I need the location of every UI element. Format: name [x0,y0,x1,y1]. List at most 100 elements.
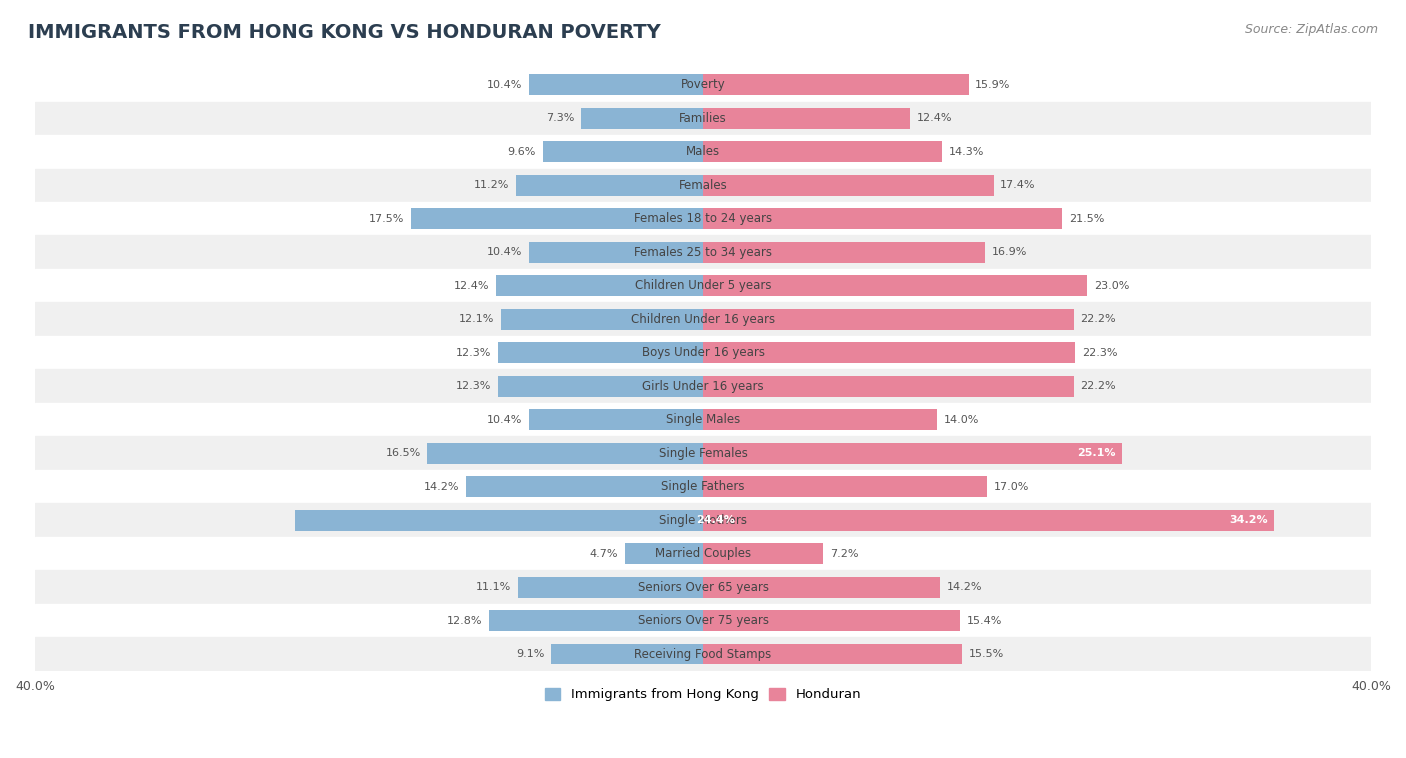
Text: 25.1%: 25.1% [1077,448,1115,458]
Text: 10.4%: 10.4% [488,415,523,424]
Bar [624,543,703,564]
Text: 12.4%: 12.4% [454,280,489,291]
Bar [543,142,703,162]
Bar [35,369,1371,403]
Text: Children Under 16 years: Children Under 16 years [631,313,775,326]
Bar [703,242,986,262]
Bar [35,269,1371,302]
Text: Poverty: Poverty [681,78,725,91]
Bar [703,577,941,597]
Bar [529,409,703,430]
Text: Girls Under 16 years: Girls Under 16 years [643,380,763,393]
Bar [703,343,1076,363]
Text: 22.3%: 22.3% [1083,348,1118,358]
Bar [35,570,1371,604]
Text: Single Males: Single Males [666,413,740,426]
Bar [703,409,936,430]
Text: 11.2%: 11.2% [474,180,509,190]
Text: 10.4%: 10.4% [488,80,523,89]
Bar [703,309,1074,330]
Bar [411,208,703,229]
Bar [703,644,962,665]
Text: Source: ZipAtlas.com: Source: ZipAtlas.com [1244,23,1378,36]
Bar [703,275,1087,296]
Text: 12.3%: 12.3% [456,348,491,358]
Bar [35,604,1371,637]
Bar [516,175,703,196]
Text: 15.4%: 15.4% [967,615,1002,625]
Text: 16.9%: 16.9% [993,247,1028,257]
Text: 12.3%: 12.3% [456,381,491,391]
Text: IMMIGRANTS FROM HONG KONG VS HONDURAN POVERTY: IMMIGRANTS FROM HONG KONG VS HONDURAN PO… [28,23,661,42]
Bar [703,108,910,129]
Text: Females 25 to 34 years: Females 25 to 34 years [634,246,772,258]
Text: Receiving Food Stamps: Receiving Food Stamps [634,647,772,661]
Bar [703,610,960,631]
Text: 7.3%: 7.3% [546,113,575,124]
Bar [35,302,1371,336]
Bar [496,275,703,296]
Text: Females 18 to 24 years: Females 18 to 24 years [634,212,772,225]
Text: Single Mothers: Single Mothers [659,514,747,527]
Text: Single Females: Single Females [658,446,748,459]
Bar [703,208,1062,229]
Bar [35,537,1371,570]
Text: 15.9%: 15.9% [976,80,1011,89]
Text: 23.0%: 23.0% [1094,280,1129,291]
Text: Seniors Over 75 years: Seniors Over 75 years [637,614,769,627]
Bar [35,135,1371,168]
Bar [703,376,1074,396]
Bar [35,336,1371,369]
Text: 22.2%: 22.2% [1080,381,1116,391]
Text: Married Couples: Married Couples [655,547,751,560]
Text: 17.4%: 17.4% [1000,180,1036,190]
Text: 4.7%: 4.7% [589,549,617,559]
Legend: Immigrants from Hong Kong, Honduran: Immigrants from Hong Kong, Honduran [540,682,866,706]
Bar [427,443,703,464]
Text: 24.4%: 24.4% [696,515,735,525]
Text: Males: Males [686,146,720,158]
Text: Seniors Over 65 years: Seniors Over 65 years [637,581,769,594]
Text: 14.2%: 14.2% [946,582,983,592]
Text: Children Under 5 years: Children Under 5 years [634,279,772,293]
Bar [498,376,703,396]
Bar [35,168,1371,202]
Bar [35,236,1371,269]
Bar [581,108,703,129]
Text: 12.8%: 12.8% [447,615,482,625]
Bar [295,510,703,531]
Text: 11.1%: 11.1% [475,582,510,592]
Bar [703,543,824,564]
Text: Females: Females [679,179,727,192]
Bar [35,437,1371,470]
Text: 12.1%: 12.1% [458,315,495,324]
Text: 9.6%: 9.6% [508,147,536,157]
Bar [35,637,1371,671]
Bar [703,142,942,162]
Text: 12.4%: 12.4% [917,113,952,124]
Bar [35,403,1371,437]
Bar [517,577,703,597]
Bar [35,503,1371,537]
Bar [703,175,994,196]
Bar [489,610,703,631]
Text: Single Fathers: Single Fathers [661,480,745,493]
Text: 21.5%: 21.5% [1069,214,1104,224]
Bar [703,510,1274,531]
Bar [703,74,969,96]
Text: 16.5%: 16.5% [385,448,420,458]
Bar [529,74,703,96]
Bar [35,202,1371,236]
Text: 22.2%: 22.2% [1080,315,1116,324]
Text: 17.0%: 17.0% [994,481,1029,492]
Text: Families: Families [679,111,727,125]
Bar [551,644,703,665]
Text: 14.0%: 14.0% [943,415,979,424]
Bar [501,309,703,330]
Text: 17.5%: 17.5% [368,214,404,224]
Text: 7.2%: 7.2% [830,549,859,559]
Bar [703,443,1122,464]
Bar [35,470,1371,503]
Text: 15.5%: 15.5% [969,649,1004,659]
Text: 14.2%: 14.2% [423,481,460,492]
